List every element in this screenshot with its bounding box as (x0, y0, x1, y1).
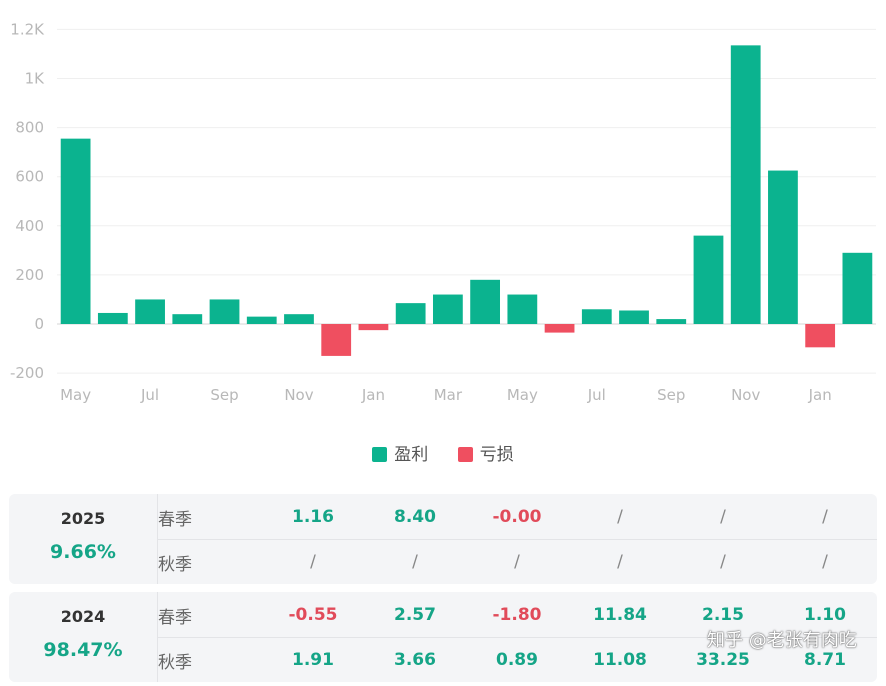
cell-value: 0.89 (496, 650, 538, 670)
bar[interactable] (321, 324, 352, 356)
bar[interactable] (619, 310, 649, 324)
cell-value: / (514, 552, 520, 572)
bar[interactable] (842, 252, 873, 324)
bar[interactable] (395, 303, 426, 324)
x-tick-label: Nov (731, 386, 760, 404)
bar[interactable] (693, 235, 724, 324)
legend-item-profit[interactable]: 盈利 (372, 440, 428, 465)
legend-label-loss: 亏损 (479, 445, 514, 465)
cell-value: 8.40 (394, 507, 436, 527)
x-tick-label: Mar (434, 386, 463, 404)
cell-value: / (412, 552, 418, 572)
bar[interactable] (768, 170, 798, 324)
x-tick-label: Jul (140, 386, 159, 404)
y-axis-ticks: 1.2K 1K 800 600 400 200 0 -200 (10, 20, 45, 382)
bar[interactable] (358, 324, 389, 331)
row-autumn: 秋季 / / / / / / (158, 539, 877, 584)
bar[interactable] (284, 314, 314, 324)
legend-swatch-profit (372, 447, 388, 462)
year-label: 2025 (60, 509, 106, 528)
x-axis-ticks: May Jul Sep Nov Jan Mar May Jul Sep Nov Jan (60, 386, 832, 404)
year-label: 2024 (60, 607, 106, 626)
y-tick-label: 200 (15, 266, 44, 284)
bar[interactable] (581, 309, 612, 324)
cell-value: -0.55 (288, 605, 338, 625)
cell-value: / (617, 552, 623, 572)
year-cell: 2025 9.66% (9, 494, 158, 584)
y-tick-label: 0 (34, 315, 44, 333)
cell-value: / (720, 552, 726, 572)
cell-value: 1.91 (292, 650, 334, 670)
row-label: 秋季 (158, 555, 192, 575)
y-tick-label: 600 (15, 168, 44, 186)
watermark: 知乎 @老张有肉吃 (707, 630, 857, 651)
x-tick-label: May (507, 386, 538, 404)
bar[interactable] (60, 138, 91, 324)
cell-value: / (822, 507, 828, 527)
bar[interactable] (209, 299, 240, 324)
year-percent: 9.66% (50, 541, 116, 563)
row-spring: 春季 1.16 8.40 -0.00 / / / (158, 494, 877, 539)
x-tick-label: Jan (808, 386, 832, 404)
x-tick-label: Sep (210, 386, 238, 404)
year-percent: 98.47% (43, 639, 123, 661)
y-tick-label: 1K (25, 70, 46, 88)
cell-value: / (617, 507, 623, 527)
bar[interactable] (135, 299, 165, 324)
row-label: 秋季 (158, 653, 192, 673)
legend-label-profit: 盈利 (394, 445, 429, 465)
row-autumn: 秋季 1.91 3.66 0.89 11.08 33.25 8.71 (158, 637, 877, 682)
cell-value: / (310, 552, 316, 572)
cell-value: 1.16 (292, 507, 334, 527)
y-tick-label: 400 (15, 217, 44, 235)
bar[interactable] (470, 279, 501, 324)
cell-value: 2.15 (702, 605, 744, 625)
bar[interactable] (432, 294, 463, 324)
bars (60, 45, 873, 356)
x-tick-label: Sep (657, 386, 685, 404)
legend-item-loss[interactable]: 亏损 (457, 440, 514, 465)
cell-value: 11.84 (593, 605, 647, 625)
year-cell: 2024 98.47% (9, 592, 158, 682)
cell-value: -0.00 (492, 507, 542, 527)
row-label: 春季 (158, 510, 192, 530)
y-tick-label: 800 (15, 119, 44, 137)
cell-value: 8.71 (804, 650, 846, 670)
bar[interactable] (172, 314, 203, 324)
bar[interactable] (805, 324, 836, 348)
row-divider (158, 637, 877, 638)
x-tick-label: Jul (587, 386, 606, 404)
bar[interactable] (730, 45, 761, 325)
bar[interactable] (507, 294, 538, 324)
cell-value: / (822, 552, 828, 572)
year-card-2024: 2024 98.47% 春季 -0.55 2.57 -1.80 11.84 2.… (9, 592, 877, 682)
y-tick-label: -200 (10, 364, 44, 382)
row-spring: 春季 -0.55 2.57 -1.80 11.84 2.15 1.10 (158, 592, 877, 637)
cell-value: 3.66 (394, 650, 436, 670)
cell-value: 2.57 (394, 605, 436, 625)
y-tick-label: 1.2K (10, 20, 45, 38)
bar[interactable] (544, 324, 575, 333)
row-label: 春季 (158, 608, 192, 628)
x-tick-label: Jan (361, 386, 385, 404)
legend-swatch-loss (457, 447, 473, 462)
cell-value: 1.10 (804, 605, 846, 625)
cell-value: 33.25 (696, 650, 750, 670)
x-tick-label: Nov (284, 386, 313, 404)
bar[interactable] (656, 319, 687, 324)
cell-value: -1.80 (492, 605, 542, 625)
cell-value: / (720, 507, 726, 527)
bar[interactable] (97, 312, 128, 324)
legend: 盈利 亏损 (0, 440, 886, 465)
x-tick-label: May (60, 386, 91, 404)
year-card-2025: 2025 9.66% 春季 1.16 8.40 -0.00 / / / 秋季 /… (9, 494, 877, 584)
bar[interactable] (246, 316, 277, 324)
row-divider (158, 539, 877, 540)
cell-value: 11.08 (593, 650, 647, 670)
